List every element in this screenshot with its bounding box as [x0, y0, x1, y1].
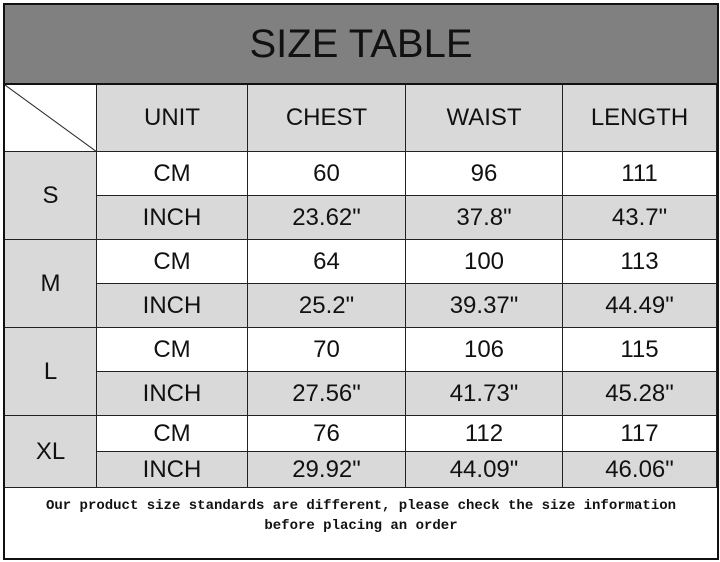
measurement-cell: 113: [563, 240, 717, 284]
unit-cell: INCH: [97, 284, 248, 328]
size-table: SIZE TABLE Our product size standards ar…: [3, 3, 719, 560]
unit-cell: INCH: [97, 452, 248, 488]
measurement-cell: 25.2": [248, 284, 406, 328]
measurement-cell: 46.06": [563, 452, 717, 488]
measurement-cell: 117: [563, 416, 717, 452]
measurement-cell: 70: [248, 328, 406, 372]
measurement-cell: 37.8": [406, 196, 563, 240]
size-label: L: [5, 328, 97, 416]
measurement-cell: 39.37": [406, 284, 563, 328]
measurement-cell: 44.49": [563, 284, 717, 328]
measurement-cell: 45.28": [563, 372, 717, 416]
measurement-cell: 115: [563, 328, 717, 372]
size-label: M: [5, 240, 97, 328]
measurement-cell: 27.56": [248, 372, 406, 416]
measurement-cell: 111: [563, 152, 717, 196]
diagonal-line: [5, 85, 97, 152]
measurement-cell: 29.92": [248, 452, 406, 488]
measurement-cell: 41.73": [406, 372, 563, 416]
measurement-cell: 96: [406, 152, 563, 196]
unit-cell: CM: [97, 240, 248, 284]
measurement-cell: 64: [248, 240, 406, 284]
measurement-cell: 76: [248, 416, 406, 452]
measurement-cell: 44.09": [406, 452, 563, 488]
unit-cell: CM: [97, 416, 248, 452]
unit-cell: INCH: [97, 372, 248, 416]
unit-cell: CM: [97, 152, 248, 196]
table-title: SIZE TABLE: [5, 5, 717, 85]
column-header-length: LENGTH: [563, 85, 717, 152]
size-note: Our product size standards are different…: [5, 488, 717, 558]
unit-cell: CM: [97, 328, 248, 372]
column-header-unit: UNIT: [97, 85, 248, 152]
note-line-2: before placing an order: [264, 518, 458, 534]
column-header-chest: CHEST: [248, 85, 406, 152]
size-label: S: [5, 152, 97, 240]
measurement-cell: 60: [248, 152, 406, 196]
measurement-cell: 23.62": [248, 196, 406, 240]
size-label: XL: [5, 416, 97, 488]
measurement-cell: 43.7": [563, 196, 717, 240]
measurement-cell: 106: [406, 328, 563, 372]
column-header-waist: WAIST: [406, 85, 563, 152]
measurement-cell: 112: [406, 416, 563, 452]
corner-cell: [5, 85, 97, 152]
unit-cell: INCH: [97, 196, 248, 240]
note-line-1: Our product size standards are different…: [45, 498, 677, 514]
measurement-cell: 100: [406, 240, 563, 284]
